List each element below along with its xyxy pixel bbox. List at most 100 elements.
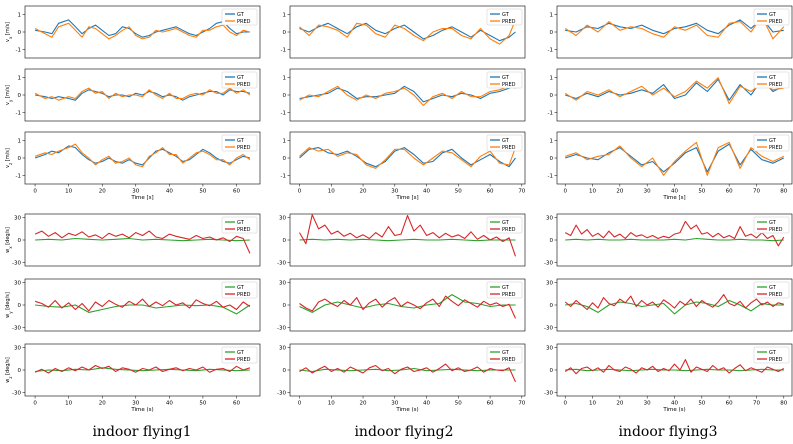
- x-tick-label: 50: [455, 401, 462, 407]
- series-line-gt: [299, 147, 516, 168]
- series-line-pred: [34, 230, 251, 254]
- y-tick-label: 0: [550, 238, 554, 244]
- series-line-pred: [565, 141, 785, 176]
- y-axis-label: wy [deg/s]: [5, 292, 13, 318]
- legend-label-pred: PRED: [237, 145, 251, 151]
- series-line-pred: [564, 359, 785, 375]
- x-tick-label: 50: [199, 189, 206, 195]
- legend-label-gt: GT: [502, 285, 510, 291]
- plot-frame: [289, 131, 526, 185]
- y-tick-label: 1: [550, 13, 554, 19]
- y-tick-label: 30: [546, 216, 553, 222]
- x-tick-label: 60: [726, 189, 733, 195]
- y-tick-label: 30: [546, 346, 553, 352]
- y-tick-label: -1: [548, 173, 553, 179]
- y-tick-label: -30: [277, 260, 286, 266]
- x-axis-label: Time (s): [395, 407, 418, 413]
- legend-label-pred: PRED: [502, 292, 516, 298]
- legend-label-gt: GT: [502, 350, 510, 356]
- y-tick-label: 1: [18, 13, 22, 19]
- y-tick-label: -1: [281, 110, 286, 116]
- y-tick-label: -1: [548, 47, 553, 53]
- caption-indoor-flying2: indoor flying2: [354, 424, 454, 440]
- series-line-pred: [564, 220, 785, 247]
- y-tick-label: 0: [550, 93, 554, 99]
- y-tick-label: 0: [283, 30, 287, 36]
- y-tick-label: 0: [18, 368, 22, 374]
- caption-indoor-flying3: indoor flying3: [618, 424, 718, 440]
- series-line-pred: [299, 363, 517, 383]
- x-tick-label: 50: [698, 401, 705, 407]
- x-tick-label: 0: [298, 401, 302, 407]
- x-tick-label: 20: [360, 401, 367, 407]
- x-tick-label: 10: [589, 401, 596, 407]
- x-tick-label: 30: [132, 401, 139, 407]
- series-line-pred: [299, 19, 517, 45]
- y-axis-label: vx [m/s]: [5, 22, 13, 42]
- x-tick-label: 30: [644, 189, 651, 195]
- y-tick-label: 1: [550, 139, 554, 145]
- y-tick-label: -1: [16, 110, 21, 116]
- y-tick-label: -30: [12, 390, 21, 396]
- series-line-pred: [564, 15, 785, 40]
- x-tick-label: 70: [753, 189, 760, 195]
- y-tick-label: -30: [544, 260, 553, 266]
- y-tick-label: 0: [283, 238, 287, 244]
- plot-frame: [556, 131, 793, 185]
- x-tick-label: 30: [132, 189, 139, 195]
- y-tick-label: -1: [16, 173, 21, 179]
- series-line-pred: [34, 298, 251, 312]
- caption-indoor-flying1: indoor flying1: [92, 424, 192, 440]
- series-line-gt: [299, 22, 516, 42]
- legend-label-gt: GT: [237, 138, 245, 144]
- x-tick-label: 70: [518, 401, 525, 407]
- legend-label-gt: GT: [769, 138, 777, 144]
- x-tick-label: 30: [391, 401, 398, 407]
- legend-label-gt: GT: [502, 75, 510, 81]
- y-tick-label: -30: [544, 390, 553, 396]
- x-tick-label: 50: [455, 189, 462, 195]
- legend-label-gt: GT: [237, 285, 245, 291]
- x-tick-label: 10: [65, 401, 72, 407]
- y-tick-label: -1: [548, 110, 553, 116]
- legend-label-gt: GT: [769, 75, 777, 81]
- x-tick-label: 0: [33, 189, 37, 195]
- series-line-pred: [34, 143, 251, 168]
- x-axis-label: Time [s]: [395, 195, 418, 201]
- x-tick-label: 50: [698, 189, 705, 195]
- legend-label-pred: PRED: [769, 82, 783, 88]
- y-axis-label: wx [deg/s]: [5, 227, 13, 253]
- legend-label-gt: GT: [769, 12, 777, 18]
- legend-label-pred: PRED: [769, 19, 783, 25]
- x-tick-label: 10: [328, 189, 335, 195]
- x-tick-label: 10: [328, 401, 335, 407]
- plot-frame: [556, 278, 793, 332]
- y-tick-label: 0: [18, 93, 22, 99]
- plot-frame: [24, 131, 261, 185]
- y-tick-label: 0: [18, 30, 22, 36]
- legend-label-gt: GT: [769, 220, 777, 226]
- y-tick-label: 0: [18, 156, 22, 162]
- x-tick-label: 80: [780, 189, 787, 195]
- y-tick-label: 0: [283, 303, 287, 309]
- x-axis-label: Time (s): [662, 407, 685, 413]
- x-tick-label: 20: [616, 189, 623, 195]
- y-tick-label: 30: [279, 216, 286, 222]
- x-tick-label: 70: [518, 189, 525, 195]
- series-line-pred: [299, 85, 516, 106]
- x-tick-label: 20: [99, 401, 106, 407]
- legend-label-pred: PRED: [769, 292, 783, 298]
- x-tick-label: 60: [233, 189, 240, 195]
- legend-label-gt: GT: [237, 350, 245, 356]
- y-tick-label: 1: [550, 76, 554, 82]
